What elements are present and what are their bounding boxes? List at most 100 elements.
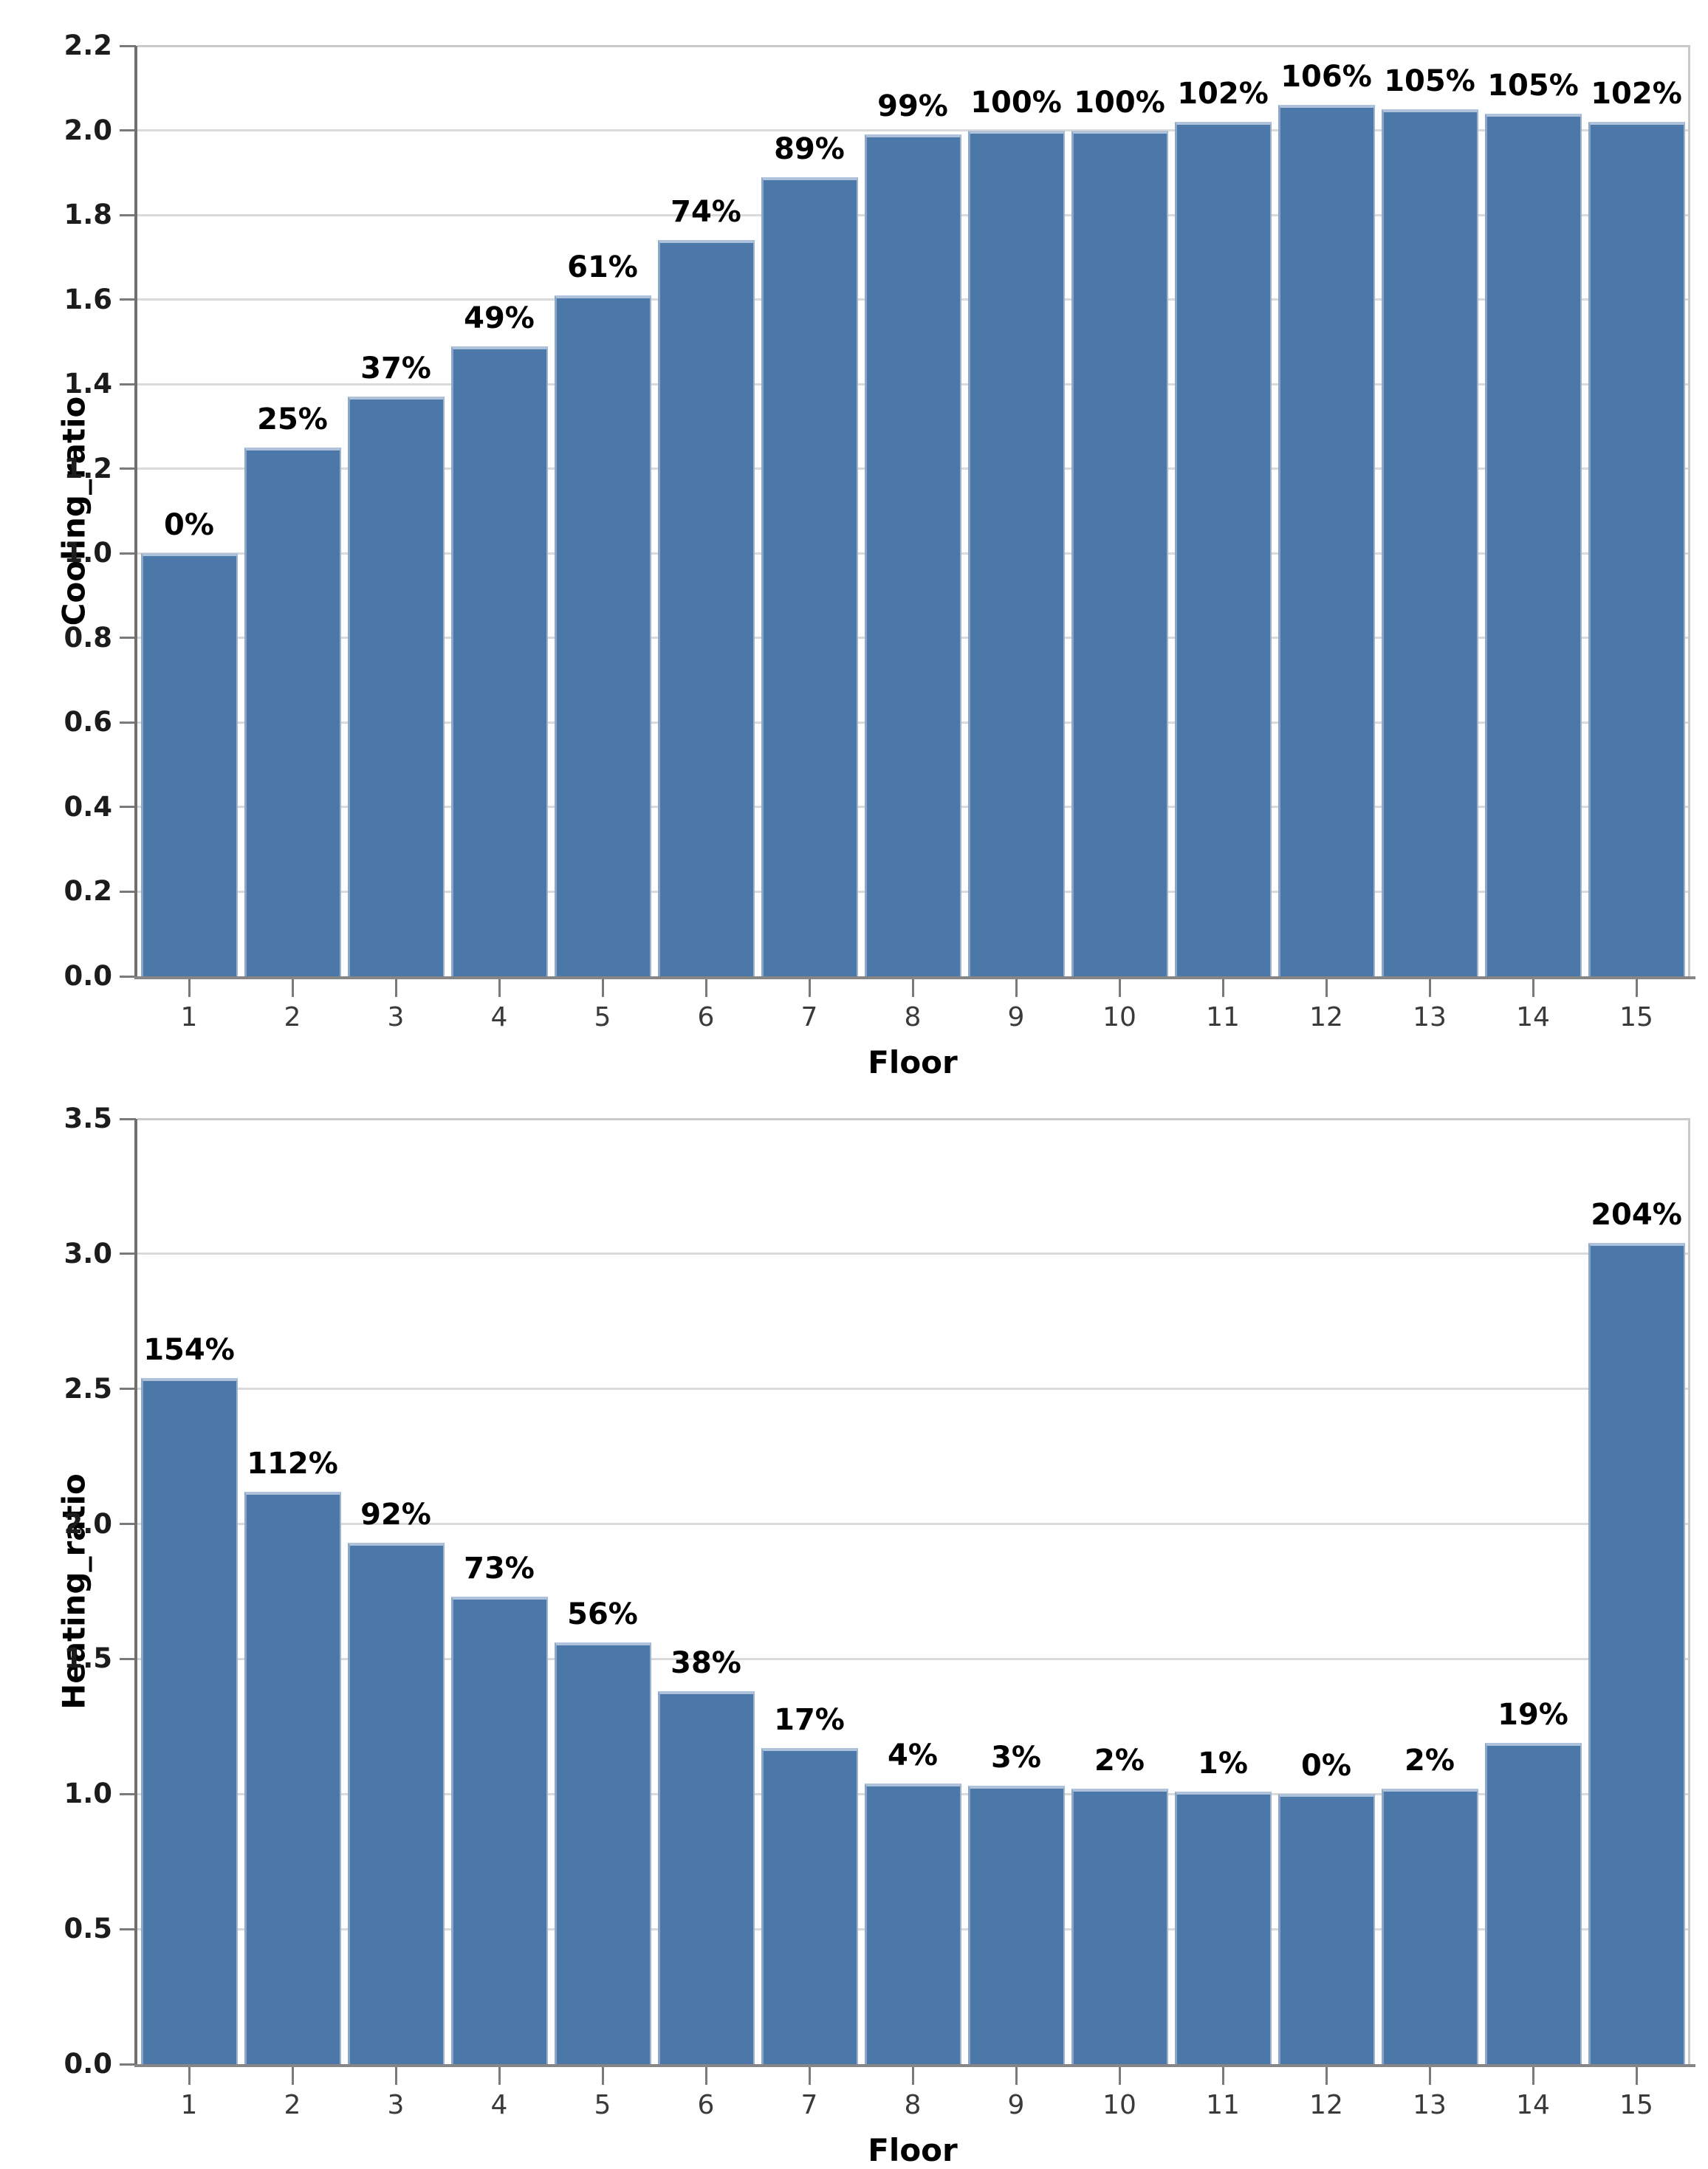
x-tick-mark [1118, 979, 1121, 997]
y-tick-label: 0.0 [64, 2048, 112, 2080]
bar-value-label: 2% [1094, 1743, 1145, 1778]
y-tick-label: 1.0 [64, 537, 112, 569]
x-tick-label: 4 [490, 1002, 508, 1032]
x-tick-label: 11 [1206, 1002, 1240, 1032]
y-tick-label: 0.2 [64, 875, 112, 908]
x-tick-label: 6 [697, 2090, 715, 2120]
bar-value-label: 1% [1198, 1746, 1248, 1781]
x-tick-label: 13 [1413, 1002, 1447, 1032]
gridline [137, 1657, 1688, 1660]
bar [1588, 1243, 1685, 2064]
bar [347, 1543, 445, 2064]
bar [864, 1783, 961, 2064]
gridline [137, 129, 1688, 132]
x-tick-mark [911, 2067, 914, 2085]
bar [554, 1642, 651, 2064]
bar [1381, 109, 1478, 976]
bar [450, 346, 548, 976]
x-tick-mark [1325, 2067, 1328, 2085]
x-tick-label: 2 [284, 1002, 301, 1032]
x-tick-label: 1 [180, 1002, 198, 1032]
y-tick-mark [120, 298, 136, 301]
bar [864, 134, 961, 976]
bar [1174, 1791, 1272, 2064]
bar [1381, 1788, 1478, 2064]
axis-spine-left [134, 1119, 137, 2067]
bar [554, 295, 651, 976]
axis-spine-right [1688, 46, 1690, 979]
x-tick-label: 6 [697, 1002, 715, 1032]
x-tick-mark [704, 979, 707, 997]
x-tick-mark [394, 979, 397, 997]
bar-value-label: 154% [143, 1333, 235, 1368]
x-tick-mark [1428, 2067, 1431, 2085]
bar-value-label: 74% [670, 195, 741, 230]
x-tick-mark [1635, 2067, 1638, 2085]
x-axis-title: Floor [868, 2132, 958, 2168]
bar [244, 1491, 341, 2064]
bar-value-label: 56% [567, 1597, 638, 1632]
y-tick-mark [120, 2063, 136, 2066]
bar [657, 240, 755, 976]
x-tick-mark [1532, 979, 1534, 997]
x-tick-mark [291, 979, 294, 997]
y-tick-mark [120, 1388, 136, 1391]
y-tick-label: 1.8 [64, 199, 112, 231]
y-tick-mark [120, 806, 136, 809]
bar [1071, 130, 1168, 976]
axis-spine-top [137, 45, 1690, 47]
x-tick-label: 9 [1007, 1002, 1025, 1032]
axis-spine-right [1688, 1119, 1690, 2067]
heating-ratio-chart: Heating_ratio Floor 0.0 0.5 1.0 1.5 2.0 2.5 3.… [0, 1078, 1708, 2169]
y-tick-mark [120, 637, 136, 640]
bar-value-label: 17% [774, 1703, 845, 1738]
x-tick-mark [291, 2067, 294, 2085]
bar [347, 397, 445, 976]
gridline [137, 1388, 1688, 1391]
x-tick-mark [601, 979, 604, 997]
x-tick-mark [1221, 979, 1224, 997]
bar-value-label: 89% [774, 131, 845, 166]
y-tick-label: 0.0 [64, 960, 112, 992]
bar [967, 1786, 1065, 2064]
y-tick-label: 0.6 [64, 706, 112, 739]
y-tick-label: 2.0 [64, 114, 112, 146]
x-tick-label: 9 [1007, 2090, 1025, 2120]
y-tick-label: 1.5 [64, 1642, 112, 1675]
bar-value-label: 92% [360, 1498, 431, 1532]
x-tick-mark [1428, 979, 1431, 997]
x-axis-title: Floor [868, 1044, 958, 1080]
bar [657, 1691, 755, 2064]
axis-spine-left [134, 46, 137, 979]
y-tick-mark [120, 1792, 136, 1795]
x-tick-mark [808, 2067, 811, 2085]
x-tick-label: 2 [284, 2090, 301, 2120]
y-tick-mark [120, 383, 136, 386]
y-tick-label: 2.5 [64, 1372, 112, 1405]
cooling-ratio-chart: Cooling_ratio Floor 0.0 0.2 0.4 0.6 0.8 1.0 1.… [0, 0, 1708, 1080]
x-tick-mark [1015, 979, 1018, 997]
x-tick-mark [1635, 979, 1638, 997]
y-tick-label: 1.4 [64, 368, 112, 400]
bar-value-label: 19% [1498, 1697, 1568, 1732]
bar-value-label: 25% [257, 402, 328, 437]
gridline [137, 1253, 1688, 1255]
x-tick-label: 1 [180, 2090, 198, 2120]
bar [1174, 122, 1272, 976]
bar [1071, 1788, 1168, 2064]
x-tick-label: 12 [1309, 1002, 1343, 1032]
y-tick-label: 1.0 [64, 1778, 112, 1810]
bar-value-label: 0% [164, 508, 214, 543]
bar-value-label: 99% [877, 89, 948, 124]
y-tick-label: 0.5 [64, 1913, 112, 1945]
y-tick-mark [120, 1253, 136, 1255]
y-tick-mark [120, 1928, 136, 1930]
x-tick-label: 15 [1619, 1002, 1653, 1032]
y-tick-label: 1.2 [64, 452, 112, 484]
y-tick-mark [120, 552, 136, 555]
x-tick-mark [1118, 2067, 1121, 2085]
bar [1277, 105, 1375, 976]
bar-value-label: 38% [670, 1646, 741, 1681]
bar [1277, 1794, 1375, 2064]
x-tick-mark [704, 2067, 707, 2085]
